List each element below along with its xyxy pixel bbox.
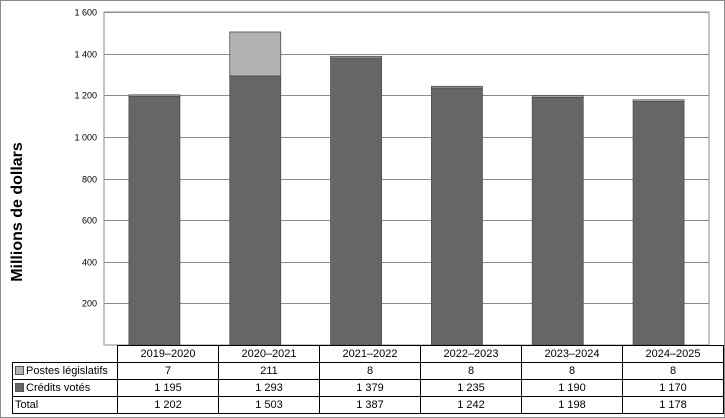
bar-postes-legislatifs (531, 95, 584, 98)
y-tick-label: 200 (82, 299, 97, 309)
bar-postes-legislatifs (229, 31, 282, 77)
legend-swatch (15, 366, 24, 375)
data-label: 1 379 (319, 379, 421, 397)
bar-credits-votes (229, 75, 282, 346)
bar-credits-votes (632, 101, 685, 346)
x-category-label: 2022–2023 (420, 345, 522, 363)
data-label: 211 (218, 362, 320, 380)
total-value: 1 387 (319, 396, 421, 414)
total-value: 1 198 (521, 396, 623, 414)
data-label: 8 (521, 362, 623, 380)
data-label: 8 (319, 362, 421, 380)
legend-label: Postes législatifs (26, 365, 108, 377)
total-label: Total (12, 396, 118, 414)
data-label: 8 (420, 362, 522, 380)
data-table: 2019–2020 2020–2021 2021–2022 2022–2023 2023… (12, 345, 724, 414)
total-value: 1 503 (218, 396, 320, 414)
table-row-total: Total 1 202 1 503 1 387 1 242 1 198 1 178 (12, 396, 724, 414)
x-category-label: 2020–2021 (218, 345, 320, 363)
data-label: 1 190 (521, 379, 623, 397)
bar-postes-legislatifs (128, 94, 181, 97)
plot-area (103, 11, 710, 346)
table-corner (12, 345, 118, 363)
y-tick-label: 400 (82, 258, 97, 268)
table-header-row: 2019–2020 2020–2021 2021–2022 2022–2023 2023… (12, 345, 724, 363)
table-row: Postes législatifs 7 211 8 8 8 8 (12, 362, 724, 380)
bar-credits-votes (128, 95, 181, 346)
bar-postes-legislatifs (632, 99, 685, 102)
bar-postes-legislatifs (431, 85, 483, 89)
x-category-label: 2019–2020 (117, 345, 219, 363)
y-tick-label: 1 600 (74, 8, 97, 18)
x-category-label: 2021–2022 (319, 345, 421, 363)
total-value: 1 178 (622, 396, 724, 414)
table-row: Crédits votés 1 195 1 293 1 379 1 235 1 190 1 … (12, 379, 724, 397)
data-label: 8 (622, 362, 724, 380)
legend-entry: Postes législatifs (12, 362, 118, 380)
data-label: 1 170 (622, 379, 724, 397)
total-value: 1 242 (420, 396, 522, 414)
bar-credits-votes (330, 57, 382, 346)
data-label: 7 (117, 362, 219, 380)
x-category-label: 2024–2025 (622, 345, 724, 363)
x-category-label: 2023–2024 (521, 345, 623, 363)
data-label: 1 195 (117, 379, 219, 397)
bar-postes-legislatifs (330, 55, 382, 59)
y-tick-label: 1 200 (74, 91, 97, 101)
y-tick-label: 1 000 (74, 133, 97, 143)
legend-label: Crédits votés (26, 382, 91, 394)
y-tick-label: 600 (82, 216, 97, 226)
legend-entry: Crédits votés (12, 379, 118, 397)
total-value: 1 202 (117, 396, 219, 414)
legend-swatch (15, 383, 24, 392)
y-tick-label: 1 400 (74, 50, 97, 60)
bar-credits-votes (531, 96, 584, 346)
bar-credits-votes (431, 87, 483, 346)
data-label: 1 235 (420, 379, 522, 397)
y-tick-label: 800 (82, 175, 97, 185)
data-label: 1 293 (218, 379, 320, 397)
